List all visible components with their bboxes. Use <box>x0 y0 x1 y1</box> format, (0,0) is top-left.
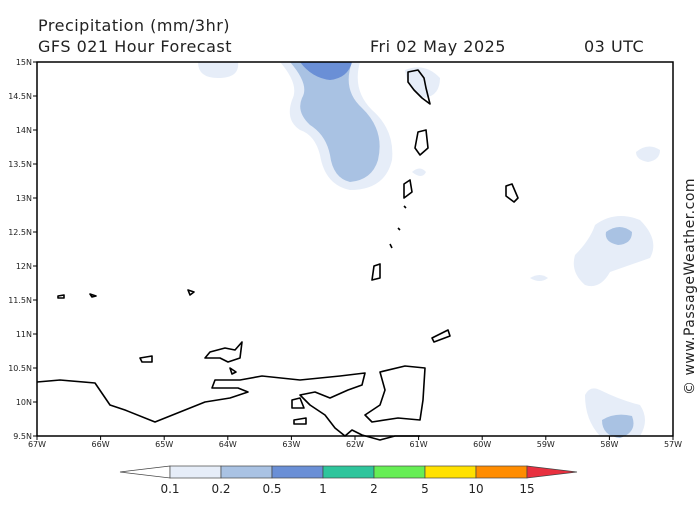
ticks: 15N 14.5N 14N 13.5N 13N 12.5N 12N 11.5N 11N 10.5N… <box>8 58 682 449</box>
precip <box>198 62 660 438</box>
lat-label: 15N <box>16 58 32 67</box>
lat-label: 12N <box>16 262 32 271</box>
lat-label: 13N <box>16 194 32 203</box>
lat-label: 14.5N <box>8 92 32 101</box>
colorbar-segment <box>424 465 477 479</box>
lat-label: 12.5N <box>8 228 32 237</box>
colorbar-segment <box>169 465 222 479</box>
colorbar-max <box>526 465 578 479</box>
lat-label: 10.5N <box>8 364 32 373</box>
lon-label: 64W <box>219 440 237 449</box>
model: GFS 021 Hour Forecast <box>38 37 232 56</box>
lon-label: 60W <box>473 440 491 449</box>
colorbar-label: 2 <box>370 482 378 496</box>
colorbar-label: 10 <box>468 482 483 496</box>
lon-label: 61W <box>410 440 428 449</box>
colorbar-label: 15 <box>519 482 534 496</box>
date: Fri 02 May 2025 <box>370 37 506 56</box>
colorbar-label: 5 <box>421 482 429 496</box>
colorbar-segment <box>475 465 528 479</box>
watermark: © www.PassageWeather.com <box>682 178 698 395</box>
coastline <box>36 69 519 441</box>
title: Precipitation (mm/3hr) <box>38 16 230 35</box>
lon-label: 67W <box>28 440 46 449</box>
colorbar-segment <box>271 465 324 479</box>
lon-label: 59W <box>537 440 555 449</box>
lon-label: 62W <box>346 440 364 449</box>
colorbar-label: 0.2 <box>211 482 230 496</box>
lat-label: 10N <box>16 398 32 407</box>
colorbar-label: 0.1 <box>160 482 179 496</box>
lat-label: 9.5N <box>13 432 32 441</box>
lon-label: 57W <box>664 440 682 449</box>
colorbar-label: 1 <box>319 482 327 496</box>
lon-label: 63W <box>282 440 300 449</box>
colorbar: 0.1 0.2 0.5 1 2 5 10 15 <box>119 465 578 496</box>
lat-label: 13.5N <box>8 160 32 169</box>
lat-label: 11.5N <box>8 296 32 305</box>
colorbar-segment <box>373 465 426 479</box>
lat-label: 11N <box>16 330 32 339</box>
time: 03 UTC <box>584 37 644 56</box>
colorbar-min <box>119 465 171 479</box>
lon-label: 65W <box>155 440 173 449</box>
colorbar-segment <box>322 465 375 479</box>
lon-label: 58W <box>600 440 618 449</box>
colorbar-label: 0.5 <box>262 482 281 496</box>
lon-label: 66W <box>92 440 110 449</box>
map: 15N 14.5N 14N 13.5N 13N 12.5N 12N 11.5N 11N 10.5N… <box>8 58 682 449</box>
colorbar-segment <box>220 465 273 479</box>
lat-label: 14N <box>16 126 32 135</box>
